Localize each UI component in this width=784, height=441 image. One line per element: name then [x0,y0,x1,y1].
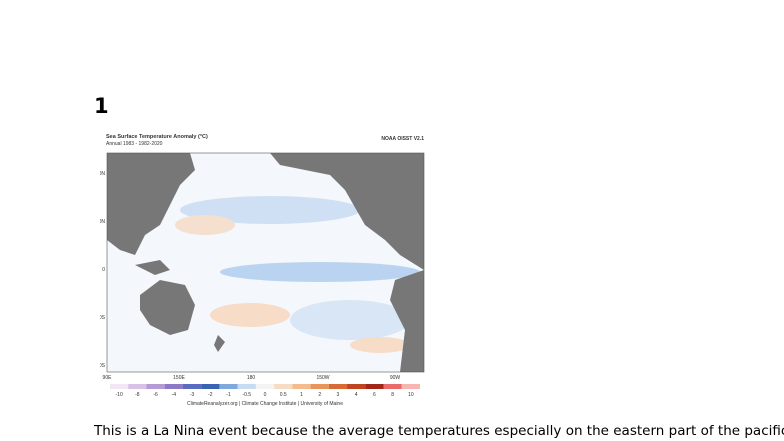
colorbar-label: -10 [116,392,123,398]
lat-label: 30S [100,315,106,321]
colorbar-label: 8 [391,392,394,398]
colorbar-label: -6 [153,392,158,398]
colorbar-swatch [274,384,293,389]
colorbar-swatch [292,384,311,389]
colorbar-label: -3 [190,392,195,398]
colorbar-label: 10 [408,392,414,398]
anomaly-patch [210,303,290,327]
colorbar-swatch [128,384,147,389]
colorbar-label: 1 [300,392,303,398]
anomaly-patch [175,215,235,235]
lat-label: 0 [102,267,105,273]
colorbar-label: 3 [337,392,340,398]
map-figure: Sea Surface Temperature Anomaly (°C) Ann… [100,134,425,407]
colorbar-swatch [383,384,402,389]
colorbar-swatch [201,384,220,389]
colorbar-label: 0 [264,392,267,398]
lat-label: 30N [100,219,105,225]
colorbar: -10 -8 -6 -4 -3 -2 -1 -0.5 0 0.5 1 2 3 4 6 8 10 [110,384,420,398]
colorbar-swatch [164,384,183,389]
land [270,153,424,270]
colorbar-swatch [365,384,384,389]
anomaly-patch [220,262,420,282]
source-tag: NOAA OISST V2.1 [381,136,424,142]
map-frame [106,152,425,373]
lon-label: 90W [390,375,401,381]
anomaly-patch [180,196,360,224]
colorbar-swatch [347,384,366,389]
colorbar-label: -0.5 [242,392,251,398]
colorbar-swatch [328,384,348,389]
lat-axis: 60N 30N 0 30S 60S [100,171,106,369]
colorbar-swatch [110,384,129,389]
colorbar-swatch [237,384,256,389]
colorbar-swatch [182,384,202,389]
anomaly-patch [290,300,410,340]
colorbar-label: -1 [226,392,231,398]
colorbar-label: -2 [208,392,213,398]
colorbar-label: 0.5 [280,392,287,398]
land [135,260,170,275]
land [214,335,225,352]
colorbar-label: -4 [172,392,177,398]
lon-label: 150W [316,375,329,381]
colorbar-swatch [219,384,238,389]
figure-title: Sea Surface Temperature Anomaly (°C) [106,134,208,140]
colorbar-label: -8 [135,392,140,398]
heading: 1 [94,94,109,118]
colorbar-swatch [146,384,165,389]
land [390,270,424,372]
colorbar-swatch [255,384,275,389]
lon-label: 180 [247,375,256,381]
colorbar-swatch [401,384,420,389]
map [106,152,425,373]
lat-label: 60S [100,363,106,369]
lon-label: 150E [173,375,185,381]
lon-label: 90E [103,375,113,381]
caption: This is a La Nina event because the aver… [94,423,784,439]
lon-axis: 90E 150E 180 150W 90W [103,375,401,381]
anomaly-patch [350,337,410,353]
lat-label: 60N [100,171,105,177]
land [107,153,195,255]
colorbar-label: 4 [355,392,358,398]
credit: ClimateReanalyzer.org | Climate Change I… [187,401,343,407]
land [140,280,195,335]
figure-subtitle: Annual 1983 - 1982-2020 [106,141,163,147]
colorbar-label: 2 [318,392,321,398]
colorbar-swatch [310,384,329,389]
colorbar-label: 6 [373,392,376,398]
